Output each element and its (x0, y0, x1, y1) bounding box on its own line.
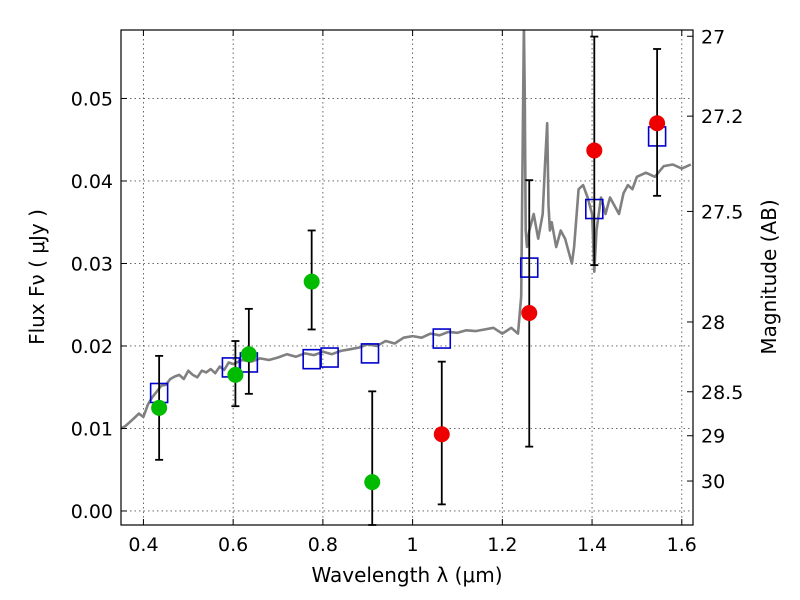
grid-lines (121, 30, 693, 525)
model-spectrum-group (121, 30, 692, 430)
model-flux-box (302, 348, 321, 370)
model-spectrum-line (121, 30, 692, 430)
magnitude-axis-ticks: 27 27.2 27.5 28 28.5 29 30 (687, 26, 743, 493)
red-data-point (433, 426, 450, 443)
model-flux-box (432, 328, 452, 349)
x-tick-label: 1 (407, 534, 419, 556)
y-axis-ticks: 0.00 0.01 0.02 0.03 0.04 0.05 (71, 88, 127, 523)
model-flux-box (360, 343, 380, 364)
y-tick-label: 0.05 (71, 88, 113, 110)
green-data-point (227, 366, 244, 383)
y-tick-label: 0.02 (71, 336, 113, 358)
y-tick-label: 0.01 (71, 418, 113, 440)
y-axis-label: Flux Fν ( μJy ) (25, 209, 49, 345)
mag-tick-label: 28.5 (701, 382, 743, 404)
green-data-point (240, 346, 257, 363)
right-axis-label: Magnitude (AB) (757, 199, 781, 354)
y-tick-label: 0.00 (71, 501, 113, 523)
y-tick-label: 0.03 (71, 253, 113, 275)
x-axis-label: Wavelength λ (μm) (311, 563, 502, 587)
mag-tick-label: 27 (701, 26, 725, 48)
y-tick-label: 0.04 (71, 171, 113, 193)
x-tick-label: 0.6 (218, 534, 248, 556)
red-data-point (649, 115, 666, 132)
mag-tick-label: 28 (701, 312, 725, 334)
mag-tick-label: 27.5 (701, 201, 743, 223)
red-data-point (586, 142, 603, 159)
x-tick-label: 1.2 (487, 534, 517, 556)
green-data-point (303, 273, 320, 290)
mag-tick-label: 29 (701, 426, 725, 448)
red-data-point (521, 304, 538, 321)
model-flux-box (320, 347, 339, 368)
plot-frame (120, 29, 694, 526)
x-tick-label: 1.6 (667, 534, 697, 556)
x-axis-ticks: 0.4 0.6 0.8 1 1.2 1.4 1.6 (128, 30, 697, 556)
x-tick-label: 1.4 (577, 534, 607, 556)
green-data-point (151, 399, 168, 416)
mag-tick-label: 27.2 (701, 106, 743, 128)
x-tick-label: 0.8 (308, 534, 338, 556)
x-tick-label: 0.4 (128, 534, 158, 556)
mag-tick-label: 30 (701, 471, 725, 493)
green-data-point (364, 474, 381, 491)
observed-points (151, 115, 666, 491)
plot-background (121, 30, 693, 525)
